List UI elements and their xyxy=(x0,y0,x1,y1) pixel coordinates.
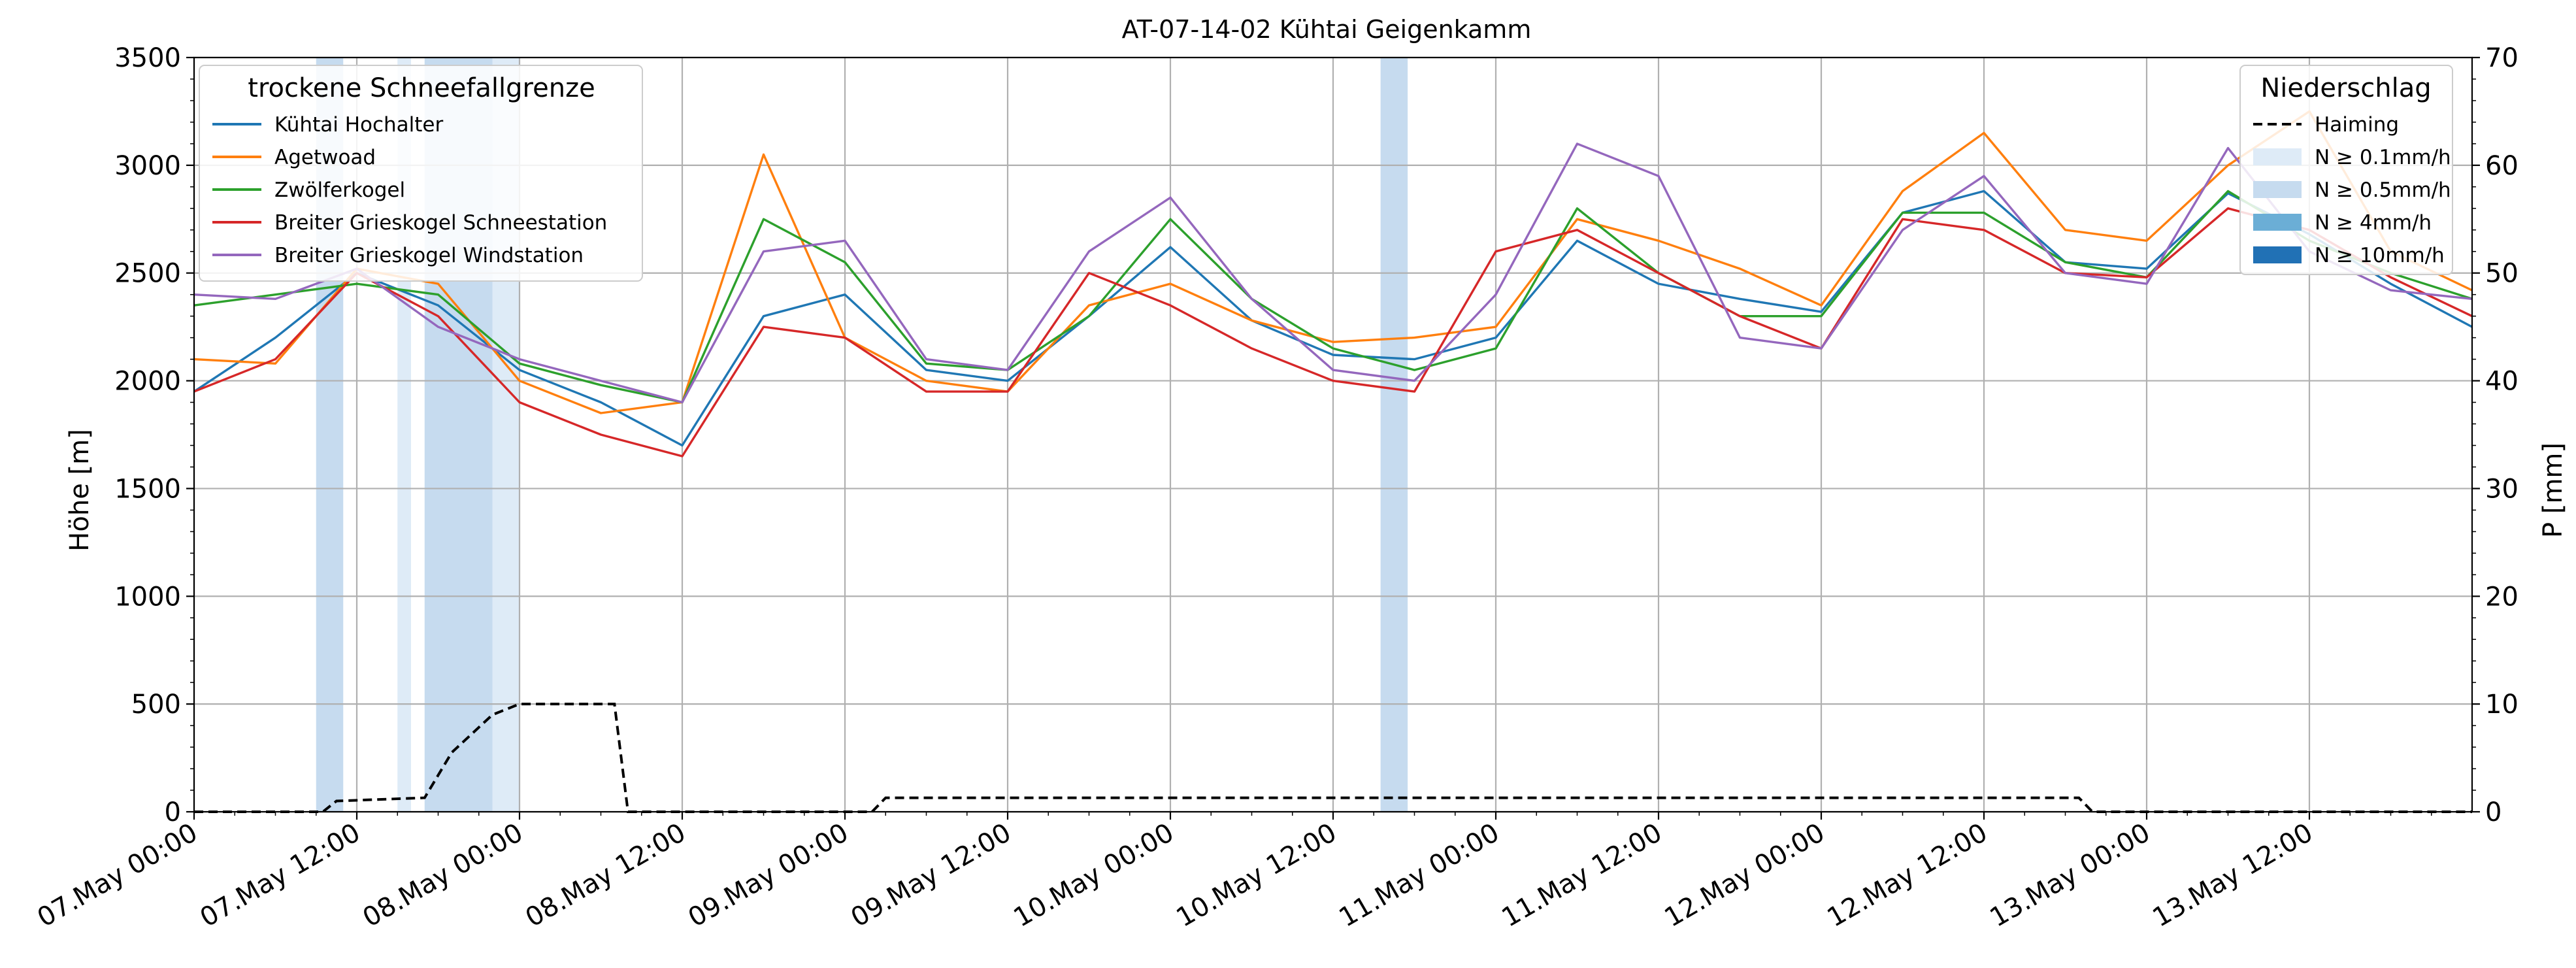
legend-snowline-label: Agetwoad xyxy=(274,146,376,169)
y-tick-label-right: 0 xyxy=(2485,797,2502,827)
y-tick-label-right: 40 xyxy=(2485,367,2518,397)
snowline-series xyxy=(193,110,2473,458)
y-tick-label-right: 20 xyxy=(2485,582,2518,612)
legend-snowline-label: Zwölferkogel xyxy=(274,178,405,202)
y-tick-label: 2000 xyxy=(114,367,181,397)
legend-snowline-title: trockene Schneefallgrenze xyxy=(248,73,595,103)
series-line-0 xyxy=(193,190,2473,447)
y-tick-label-right: 10 xyxy=(2485,690,2518,720)
legend-snowline-label: Breiter Grieskogel Windstation xyxy=(274,244,584,267)
legend-precip-swatch xyxy=(2253,181,2302,198)
y-axis-label-right: P [mm] xyxy=(2538,442,2568,538)
y-axis-label: Höhe [m] xyxy=(65,429,95,551)
legend-precip-label: N ≥ 0.1mm/h xyxy=(2315,146,2451,169)
y-tick-label: 2500 xyxy=(114,259,181,289)
y-tick-label-right: 50 xyxy=(2485,259,2518,289)
y-tick-label-right: 60 xyxy=(2485,151,2518,181)
precipitation-line xyxy=(194,703,2472,813)
chart-title: AT-07-14-02 Kühtai Geigenkamm xyxy=(1122,15,1532,44)
y-tick-label: 3000 xyxy=(114,151,181,181)
series-line-2 xyxy=(193,190,2473,404)
y-tick-label: 500 xyxy=(131,690,181,720)
legend-precip-swatch xyxy=(2253,148,2302,165)
y-tick-label: 3500 xyxy=(114,43,181,73)
legend-precip-label: Haiming xyxy=(2315,113,2399,137)
y-tick-label-right: 30 xyxy=(2485,474,2518,504)
legend-precip-label: N ≥ 4mm/h xyxy=(2315,211,2432,235)
legend-snowline-label: Breiter Grieskogel Schneestation xyxy=(274,211,607,235)
y-tick-label-right: 70 xyxy=(2485,43,2518,73)
y-tick-label: 1500 xyxy=(114,474,181,504)
series-line-4 xyxy=(193,142,2473,404)
legend-precip-label: N ≥ 0.5mm/h xyxy=(2315,178,2451,202)
legend-precipitation: Niederschlag Haiming N ≥ 0.1mm/h N ≥ 0.5mm… xyxy=(2239,65,2453,275)
series-line-3 xyxy=(193,207,2473,458)
left-y-ticks: 0 500 1000 1500 2000 2500 3000 3500 xyxy=(114,43,194,827)
legend-precip-title: Niederschlag xyxy=(2260,73,2431,103)
legend-precip-label: N ≥ 10mm/h xyxy=(2315,244,2445,267)
precip-band xyxy=(1380,58,1408,812)
legend-precip-swatch xyxy=(2253,246,2302,263)
legend-precip-swatch xyxy=(2253,214,2302,231)
right-y-ticks: 0 10 20 30 40 50 60 70 xyxy=(2472,43,2518,827)
y-tick-label: 0 xyxy=(165,797,181,827)
legend-snowline-box xyxy=(199,65,643,282)
series-line-1 xyxy=(193,110,2473,414)
legend-snowline-label: Kühtai Hochalter xyxy=(274,113,444,137)
y-tick-label: 1000 xyxy=(114,582,181,612)
precip-line-haiming xyxy=(194,703,2472,813)
legend-snowline: trockene Schneefallgrenze Kühtai Hochalt… xyxy=(199,65,643,282)
